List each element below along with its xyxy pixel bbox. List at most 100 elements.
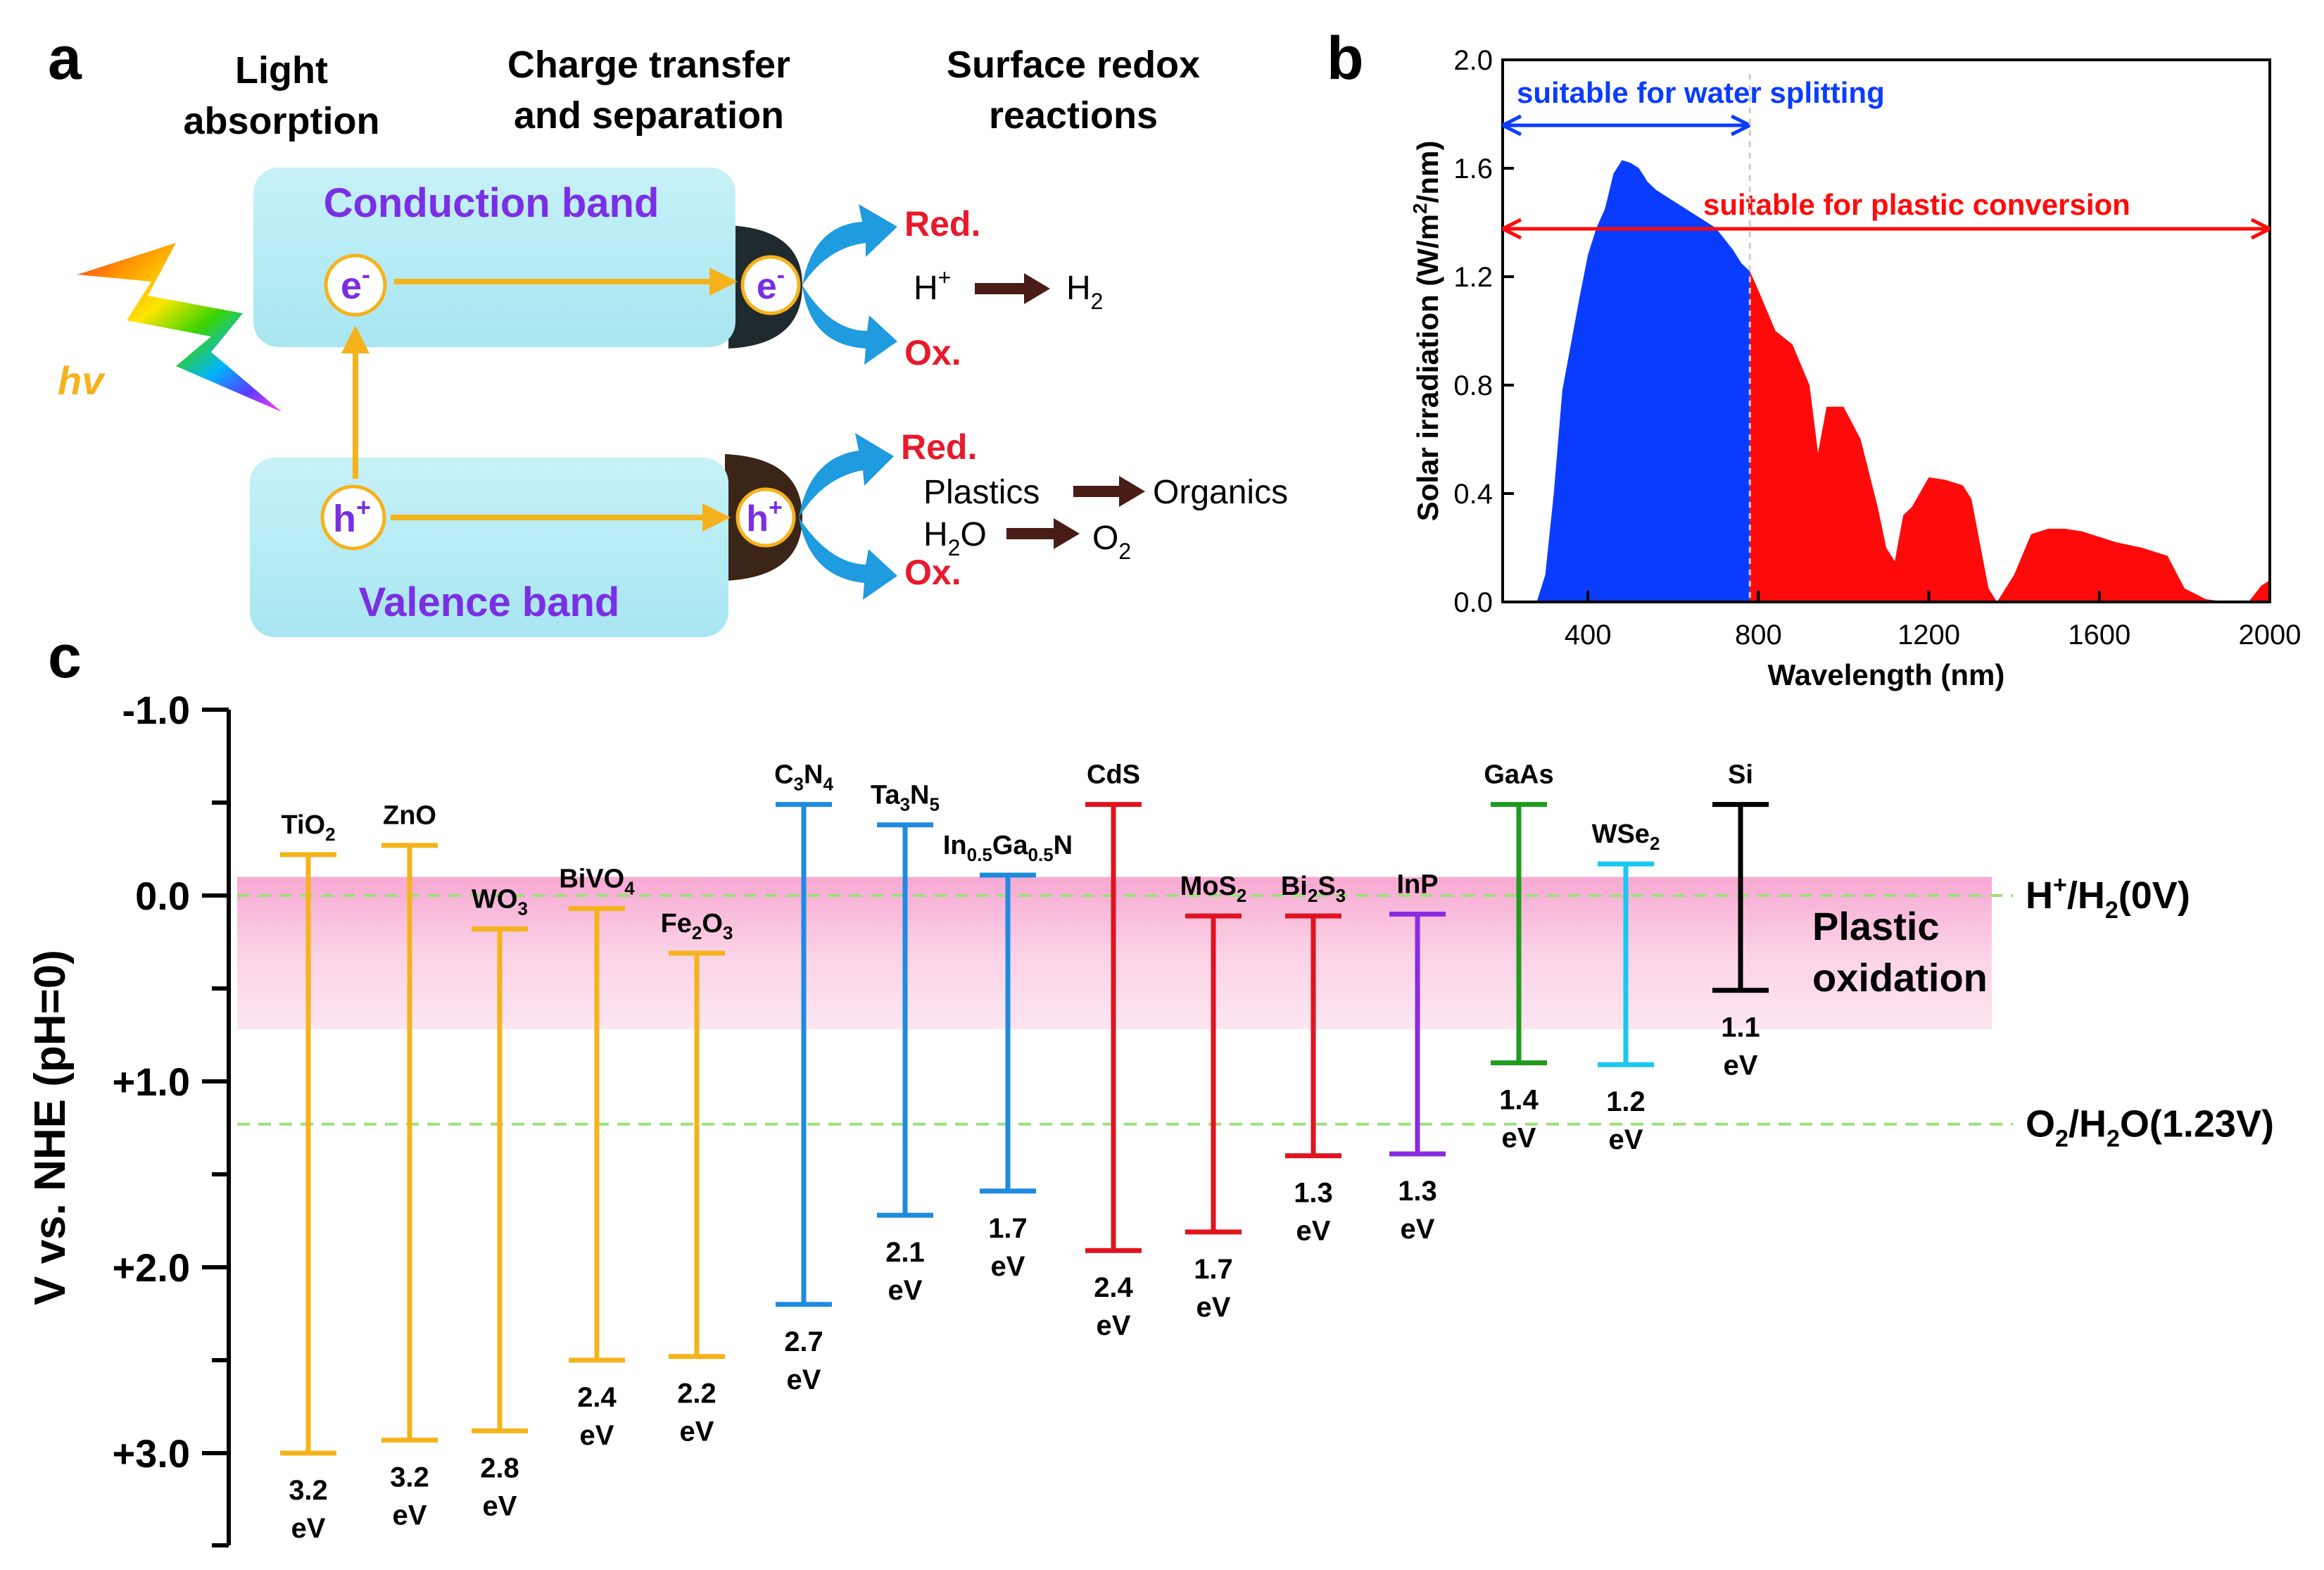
y-tick-label: 0.4 (1453, 479, 1493, 510)
upper-red-curve (802, 204, 897, 285)
plastic-conversion-area (1750, 271, 2270, 602)
upper-ox-curve (802, 285, 897, 365)
material-bar: CdS 2.4 eV (1085, 760, 1142, 1341)
material-bar: Ta3N5 2.1 eV (871, 781, 940, 1306)
water-arrow (1006, 518, 1080, 549)
material-bar: ZnO 3.2 eV (381, 801, 438, 1531)
y-tick-label: 2.0 (1453, 45, 1493, 76)
band-gap-value: 3.2 (390, 1462, 429, 1493)
band-gap-value: 2.1 (885, 1237, 925, 1268)
plastics-label: Plastics (923, 474, 1040, 511)
lower-ox-label: Ox. (904, 553, 961, 592)
header-charge-line2: and separation (514, 94, 784, 137)
header-surface-line1: Surface redox (947, 44, 1200, 86)
panel-c-letter: c (48, 623, 82, 691)
panel-b: b 0.0 0.4 0.8 1.2 1.6 2.0 400 800 1200 1600 2000 Wa… (1327, 25, 2301, 691)
material-bar: InP 1.3 eV (1389, 869, 1446, 1245)
oxygen-label: O2 (1092, 520, 1131, 564)
band-gap-unit: eV (888, 1275, 923, 1306)
band-gap-unit: eV (1196, 1292, 1231, 1323)
material-name: In0.5Ga0.5N (943, 831, 1073, 865)
band-gap-value: 2.7 (784, 1326, 823, 1357)
material-bar: TiO2 3.2 eV (280, 810, 336, 1544)
band-gap-value: 1.1 (1721, 1012, 1760, 1043)
band-gap-value: 1.4 (1499, 1085, 1539, 1116)
band-gap-value: 2.4 (1094, 1272, 1133, 1303)
lower-red-label: Red. (901, 427, 977, 467)
band-gap-unit: eV (1609, 1124, 1643, 1155)
lower-red-curve (799, 433, 894, 517)
x-tick-label: 800 (1735, 620, 1782, 651)
hole-circle (320, 484, 386, 551)
material-name: Bi2S3 (1281, 872, 1346, 906)
band-gap-unit: eV (1401, 1214, 1435, 1245)
hole-label: h+ (333, 493, 371, 540)
plastics-arrow (1073, 476, 1145, 507)
lower-ox-curve (799, 517, 897, 600)
band-gap-value: 2.8 (480, 1452, 519, 1483)
valence-band-label: Valence band (359, 579, 620, 625)
y-tick-label: +3.0 (112, 1431, 190, 1476)
band-gap-value: 2.4 (577, 1382, 617, 1413)
material-name: ZnO (383, 801, 436, 831)
material-bar: In0.5Ga0.5N 1.7 eV (943, 831, 1073, 1282)
band-gap-unit: eV (1296, 1216, 1331, 1247)
band-diagram-plot: H+/H2(0V) O2/H2O(1.23V) Plastic oxidation -1… (26, 688, 2274, 1547)
material-name: Fe2O3 (661, 909, 733, 943)
band-gap-unit: eV (291, 1513, 326, 1544)
band-gap-value: 3.2 (289, 1475, 328, 1506)
water-label: H2O (923, 516, 987, 560)
y-axis-label: V vs. NHE (pH=0) (26, 950, 75, 1305)
reference-label: H+/H2(0V) (2026, 872, 2190, 924)
water-splitting-range-right-head (1731, 114, 1751, 137)
upper-ox-label: Ox. (904, 333, 961, 372)
water-splitting-range-left-head (1501, 114, 1522, 137)
electron-circle (324, 253, 387, 317)
plastic-oxidation-label-line1: Plastic (1812, 904, 1940, 948)
panel-c: c H+/H2(0V) O2/H2O(1.23V) Plastic oxidation… (26, 623, 2274, 1547)
plastic-conversion-label: suitable for plastic conversion (1703, 188, 2130, 221)
hole-cocat-label: h+ (746, 494, 783, 539)
water-splitting-area (1536, 160, 1750, 602)
upper-reaction-arrow (975, 273, 1050, 304)
band-gap-unit: eV (680, 1417, 714, 1447)
x-axis-label: Wavelength (nm) (1768, 658, 2005, 691)
upper-reactant: H+ (914, 265, 951, 307)
x-tick-label: 400 (1565, 620, 1612, 651)
header-surface-line2: reactions (989, 94, 1158, 137)
material-name: WSe2 (1592, 819, 1660, 854)
hv-label: hv (58, 358, 106, 403)
electron-label: e- (341, 260, 370, 307)
material-bar: MoS2 1.7 eV (1180, 872, 1247, 1323)
water-splitting-range (1501, 114, 1751, 137)
conduction-band-label: Conduction band (324, 180, 659, 226)
material-name: Ta3N5 (871, 781, 940, 815)
band-gap-unit: eV (1724, 1050, 1758, 1081)
band-gap-unit: eV (580, 1420, 614, 1451)
y-tick-label: -1.0 (122, 688, 191, 732)
panel-a-letter: a (48, 25, 82, 92)
material-name: GaAs (1484, 760, 1553, 790)
material-name: BiVO4 (559, 864, 635, 898)
y-tick-label: 1.2 (1453, 262, 1493, 293)
x-tick-label: 1600 (2068, 620, 2130, 651)
material-bar: GaAs 1.4 eV (1484, 760, 1553, 1154)
plastic-conversion-range (1501, 218, 2271, 240)
band-gap-value: 2.2 (677, 1379, 716, 1409)
x-tick-label: 1200 (1897, 620, 1960, 651)
upper-product: H2 (1066, 270, 1103, 314)
material-name: MoS2 (1180, 872, 1247, 906)
plastic-conversion-range-left-head (1501, 218, 1522, 240)
reference-label: O2/H2O(1.23V) (2026, 1103, 2274, 1153)
y-tick-label: 0.0 (1453, 587, 1493, 618)
panel-a: a Light absorption Charge transfer and s… (48, 25, 1288, 637)
band-gap-unit: eV (787, 1364, 821, 1395)
material-bar: Bi2S3 1.3 eV (1281, 872, 1346, 1247)
band-gap-value: 1.3 (1398, 1176, 1437, 1207)
header-charge-line1: Charge transfer (507, 44, 790, 86)
electron-cocat-label: e- (757, 262, 785, 307)
material-bar: WSe2 1.2 eV (1592, 819, 1660, 1155)
hole-cocat-circle (735, 487, 796, 548)
plastic-oxidation-label-line2: oxidation (1812, 955, 1988, 1000)
